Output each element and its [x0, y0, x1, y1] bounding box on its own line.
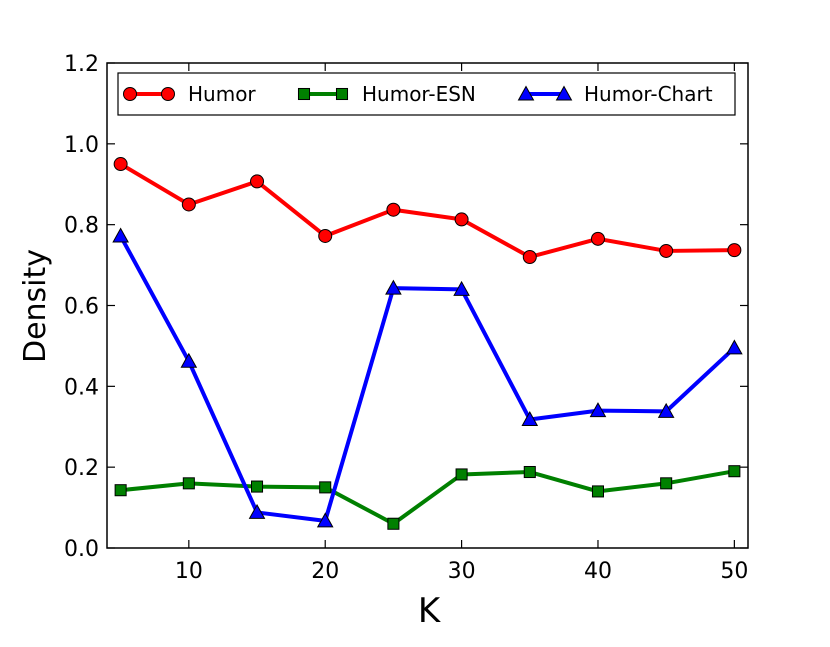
y-tick-label: 0.2 — [64, 456, 99, 481]
data-point-humor-chart — [112, 227, 129, 243]
data-point-humor-esn — [455, 468, 468, 481]
y-tick-label: 0.4 — [64, 375, 99, 400]
x-tick-label: 30 — [448, 559, 476, 584]
legend-box — [117, 72, 736, 116]
data-point-humor-chart — [589, 402, 607, 418]
y-tick-label: 1.2 — [64, 52, 99, 77]
data-point-humor-esn — [114, 484, 127, 497]
series-humor — [113, 157, 742, 264]
data-point-humor — [522, 250, 537, 264]
data-point-humor-esn — [660, 477, 673, 490]
plot-frame — [106, 62, 749, 549]
series-humor-chart — [112, 227, 743, 528]
data-point-humor-chart — [453, 280, 470, 296]
data-point-humor-chart — [726, 339, 743, 355]
y-tick-label: 1.0 — [64, 133, 99, 158]
legend-label-humor-esn: Humor-ESN — [362, 82, 476, 106]
legend-marker-humor-chart — [517, 85, 535, 101]
legend-marker-humor-esn — [297, 87, 311, 101]
data-point-humor-chart — [385, 279, 402, 295]
data-point-humor — [113, 157, 128, 172]
axes: 10 20 30 40 50 0.0 0.2 0.4 0.6 0.8 1.0 1.2 — [64, 52, 749, 584]
y-tick-label: 0.8 — [64, 214, 99, 239]
data-point-humor — [386, 202, 401, 217]
data-point-humor-esn — [728, 465, 741, 478]
data-point-humor — [454, 212, 469, 227]
legend-entry-humor-esn: Humor-ESN — [297, 82, 476, 106]
y-tick-label: 0.0 — [64, 537, 99, 562]
data-point-humor-chart — [248, 503, 266, 519]
legend-entry-humor: Humor — [123, 82, 256, 106]
data-point-humor-chart — [316, 512, 334, 528]
data-point-humor-esn — [387, 517, 400, 530]
data-point-humor — [727, 243, 742, 258]
series-line-humor — [119, 162, 735, 259]
data-point-humor-esn — [591, 485, 605, 498]
legend: Humor Humor-ESN Humor-Chart — [117, 72, 736, 116]
series-line-humor-esn — [120, 469, 735, 526]
x-tick-label: 50 — [720, 559, 748, 584]
legend-marker-humor — [123, 87, 137, 101]
x-tick-label: 10 — [175, 559, 203, 584]
legend-entry-humor-chart: Humor-Chart — [517, 82, 713, 106]
series-humor-esn — [114, 465, 741, 530]
data-point-humor-chart — [180, 352, 198, 368]
x-tick-label: 40 — [584, 559, 612, 584]
legend-marker-humor-chart — [555, 85, 573, 101]
data-point-humor — [659, 243, 674, 258]
legend-marker-humor-esn — [335, 87, 349, 101]
legend-marker-humor — [161, 87, 175, 101]
data-point-humor-esn — [319, 481, 332, 494]
data-point-humor-esn — [182, 477, 195, 490]
y-tick-label: 0.6 — [64, 295, 99, 320]
series-line-humor-chart — [118, 235, 736, 523]
data-point-humor-esn — [523, 465, 536, 479]
legend-label-humor-chart: Humor-Chart — [584, 82, 713, 106]
data-point-humor-chart — [657, 402, 675, 418]
data-point-humor — [318, 228, 333, 243]
data-point-humor-chart — [521, 410, 539, 426]
x-tick-label: 20 — [311, 559, 339, 584]
data-point-humor — [590, 231, 605, 246]
data-point-humor — [181, 197, 196, 212]
plot-area — [112, 157, 743, 530]
data-point-humor — [250, 174, 265, 189]
y-axis-label: Density — [18, 249, 53, 363]
legend-label-humor: Humor — [188, 82, 256, 106]
x-axis-label: K — [418, 591, 442, 631]
data-point-humor-esn — [250, 480, 264, 493]
